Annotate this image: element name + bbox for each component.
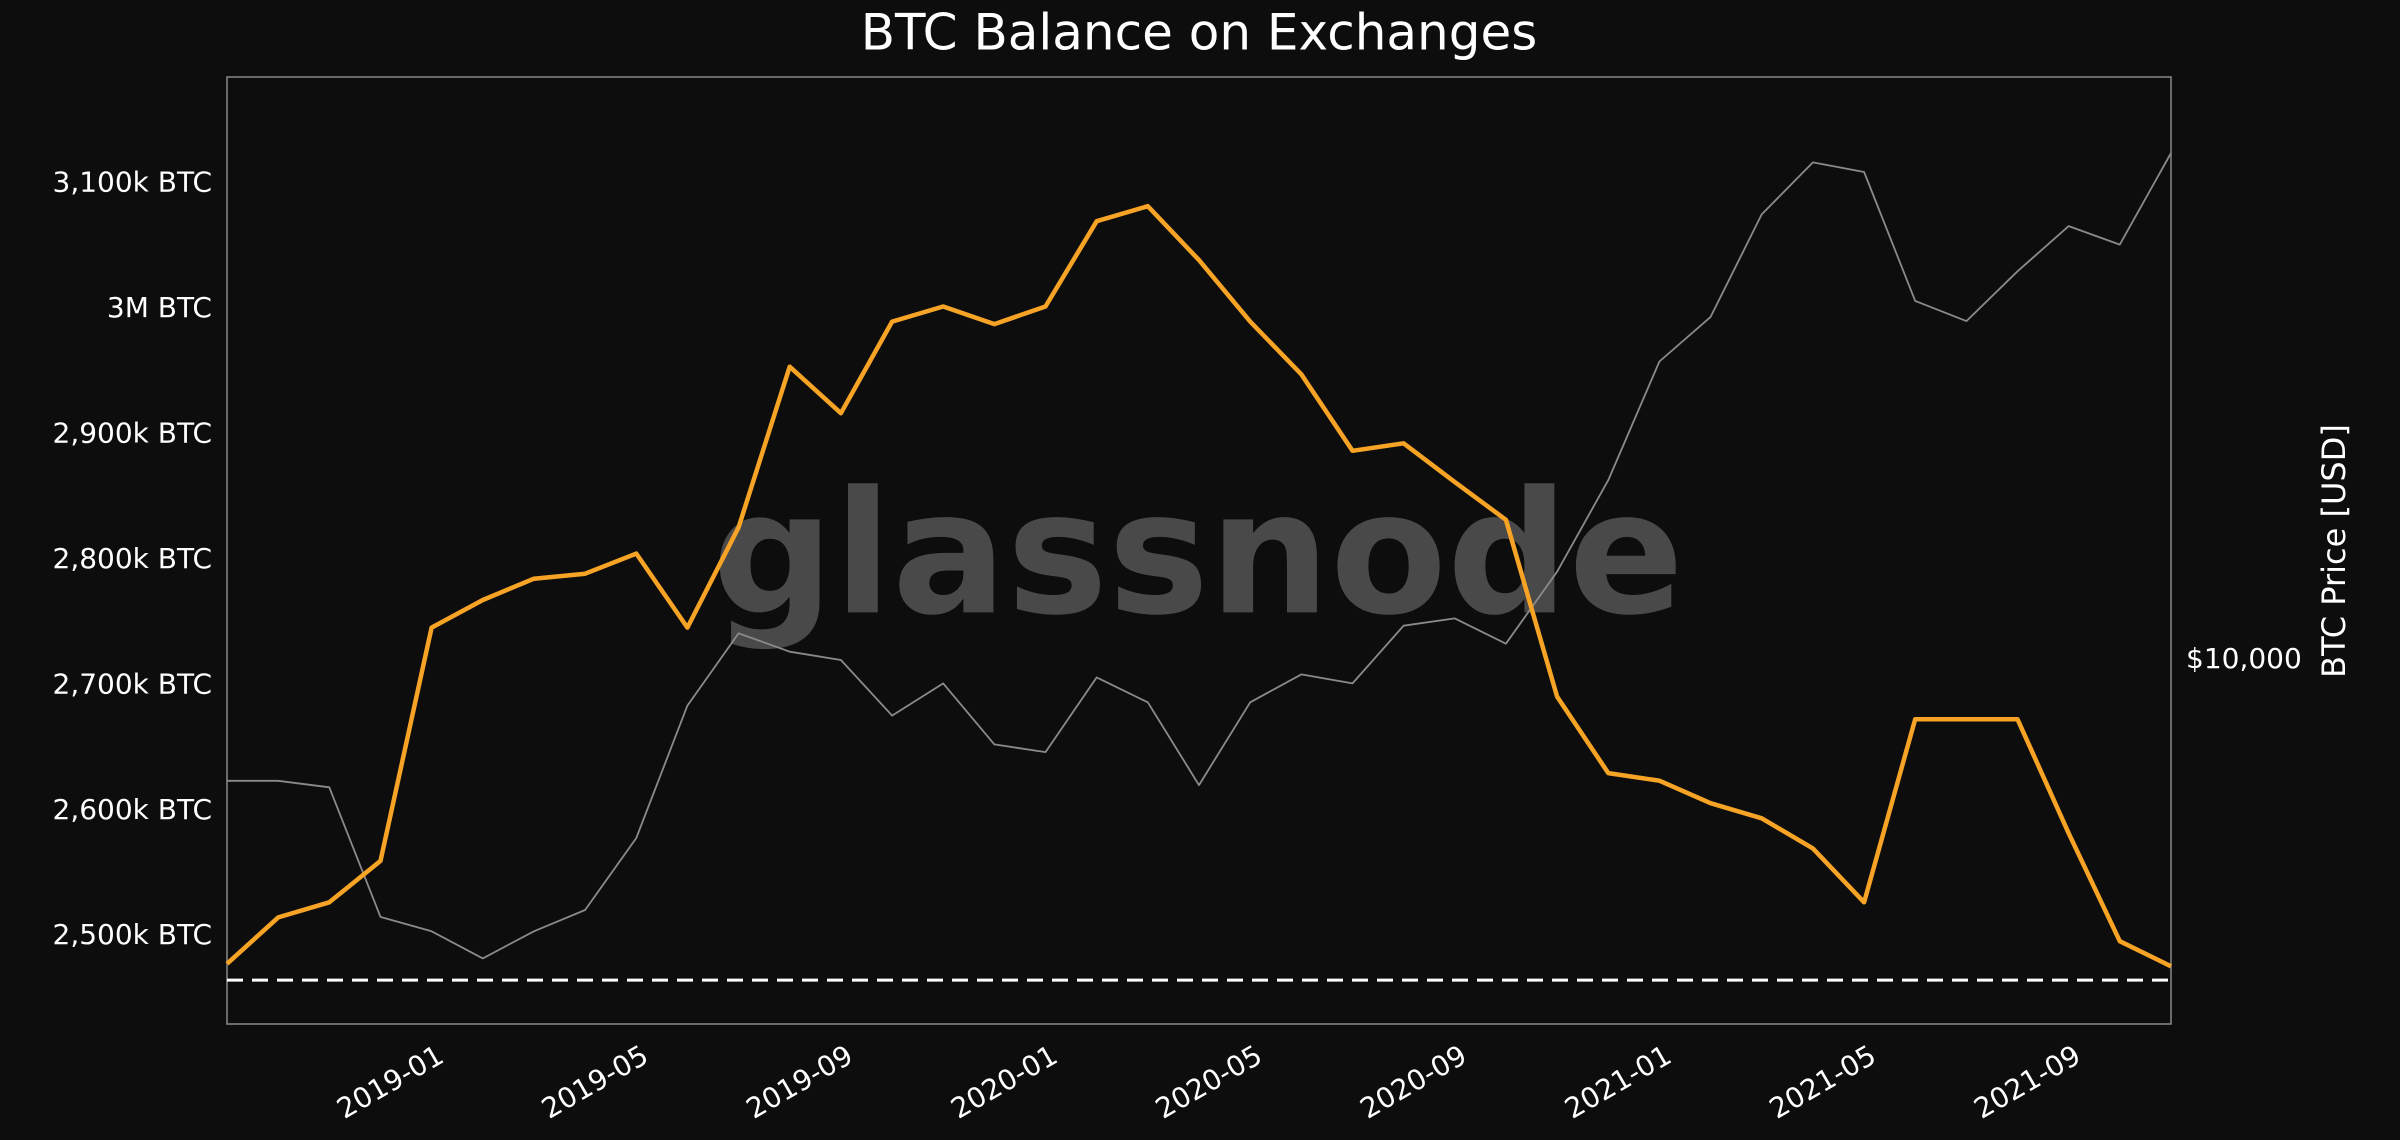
y-tick-label: 3,100k BTC (53, 166, 213, 199)
series-line (227, 152, 2172, 960)
plot-frame (226, 76, 2172, 1025)
chart-title: BTC Balance on Exchanges (861, 4, 1538, 62)
y-tick-label: 2,800k BTC (53, 542, 213, 575)
y2-tick-label: $10,000 (2186, 642, 2302, 675)
y-tick-label: 3M BTC (107, 291, 212, 324)
y-tick-label: 2,900k BTC (53, 416, 213, 449)
y-tick-label: 2,600k BTC (53, 793, 213, 826)
y-tick-label: 2,500k BTC (53, 918, 213, 951)
y-tick-label: 2,700k BTC (53, 667, 213, 700)
y2-axis-label: BTC Price [USD] (2315, 424, 2353, 678)
series-line (225, 203, 2172, 969)
